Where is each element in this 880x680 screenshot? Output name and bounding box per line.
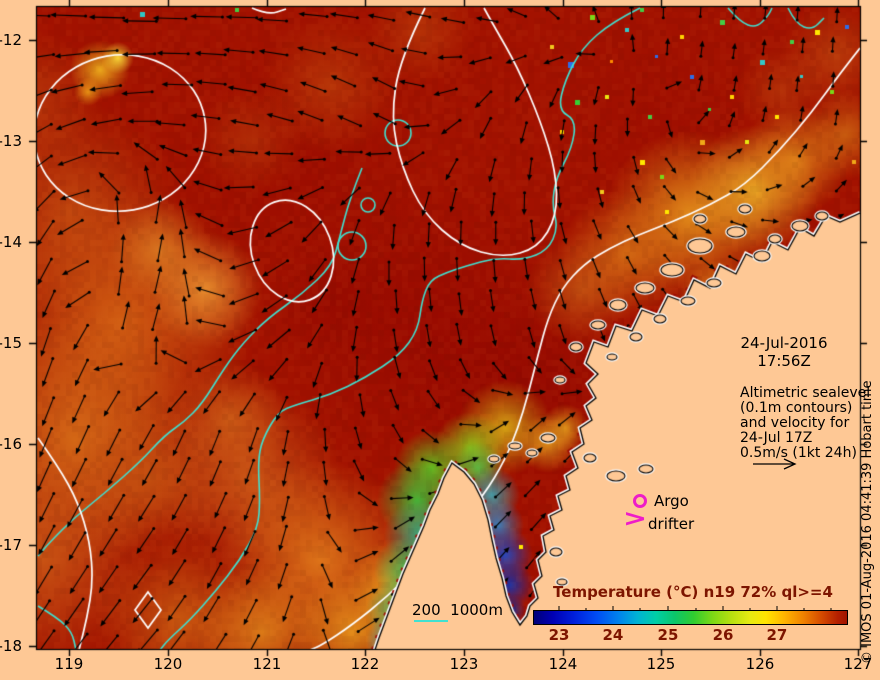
colorbar-major-tick [612, 606, 614, 611]
drifter-marker-icon: > [623, 506, 648, 532]
colorbar-major-tick [667, 606, 669, 611]
timestamp-annotation: 24-Jul-2016 17:56Z [708, 334, 860, 370]
colorbar-tick-label: 25 [657, 626, 679, 644]
date-text: 24-Jul-2016 [740, 334, 828, 352]
colorbar-minor-tick [695, 608, 696, 611]
altimetric-note-line: and velocity for [740, 415, 850, 431]
x-axis-labels: 119 120 121 122 123 124 125 126 127 [0, 655, 880, 675]
drifter-label: drifter [648, 515, 695, 533]
altimetric-note-line: (0.1m contours) [740, 400, 853, 416]
altimetric-note: Altimetric sealevel (0.1m contours) and … [740, 386, 870, 461]
y-tick-label: -13 [0, 132, 22, 150]
altimetric-note-line: 24-Jul 17Z [740, 430, 813, 446]
x-tick-label: 119 [54, 655, 84, 673]
y-tick-label: -17 [0, 536, 22, 554]
x-tick-label: 125 [646, 655, 676, 673]
y-tick-label: -14 [0, 233, 22, 251]
colorbar-tick-label: 24 [602, 626, 624, 644]
credit-text: © IMOS 01-Aug-2016 04:41:39 Hobart time [860, 380, 875, 664]
drifter-legend: > drifter [623, 506, 743, 536]
x-tick-label: 121 [252, 655, 282, 673]
y-axis-labels: -12 -13 -14 -15 -16 -17 -18 [0, 0, 30, 680]
colorbar: 23 24 25 26 27 [533, 606, 848, 644]
y-tick-label: -16 [0, 435, 22, 453]
argo-marker-icon [633, 494, 647, 508]
colorbar-major-tick [722, 606, 724, 611]
argo-label: Argo [654, 492, 689, 510]
colorbar-major-tick [776, 606, 778, 611]
x-tick-label: 123 [449, 655, 479, 673]
x-tick-label: 127 [843, 655, 873, 673]
x-tick-label: 120 [153, 655, 183, 673]
x-tick-label: 122 [350, 655, 380, 673]
colorbar-minor-tick [585, 608, 587, 611]
time-text: 17:56Z [757, 352, 811, 370]
colorbar-minor-tick [639, 608, 641, 611]
colorbar-tick-label: 27 [766, 626, 788, 644]
velocity-scale-arrow-icon [753, 458, 797, 470]
x-tick-label: 126 [745, 655, 775, 673]
colorbar-major-tick [558, 606, 560, 611]
x-tick-label: 124 [548, 655, 578, 673]
altimetric-note-line: Altimetric sealevel [740, 385, 871, 401]
colorbar-title: Temperature (°C) n19 72% ql>=4 [553, 583, 833, 601]
bathymetry-legend-label: 200 1000m [412, 601, 503, 619]
y-tick-label: -12 [0, 31, 22, 49]
y-tick-label: -15 [0, 334, 22, 352]
y-tick-label: -18 [0, 637, 22, 655]
altimetric-note-line: 0.5m/s (1kt 24h) [740, 445, 857, 461]
colorbar-minor-tick [803, 608, 805, 611]
colorbar-minor-tick [749, 608, 751, 611]
colorbar-minor-tick [830, 608, 832, 611]
colorbar-tick-label: 26 [712, 626, 734, 644]
colorbar-tick-label: 23 [548, 626, 570, 644]
bathymetry-legend-line [414, 620, 448, 622]
